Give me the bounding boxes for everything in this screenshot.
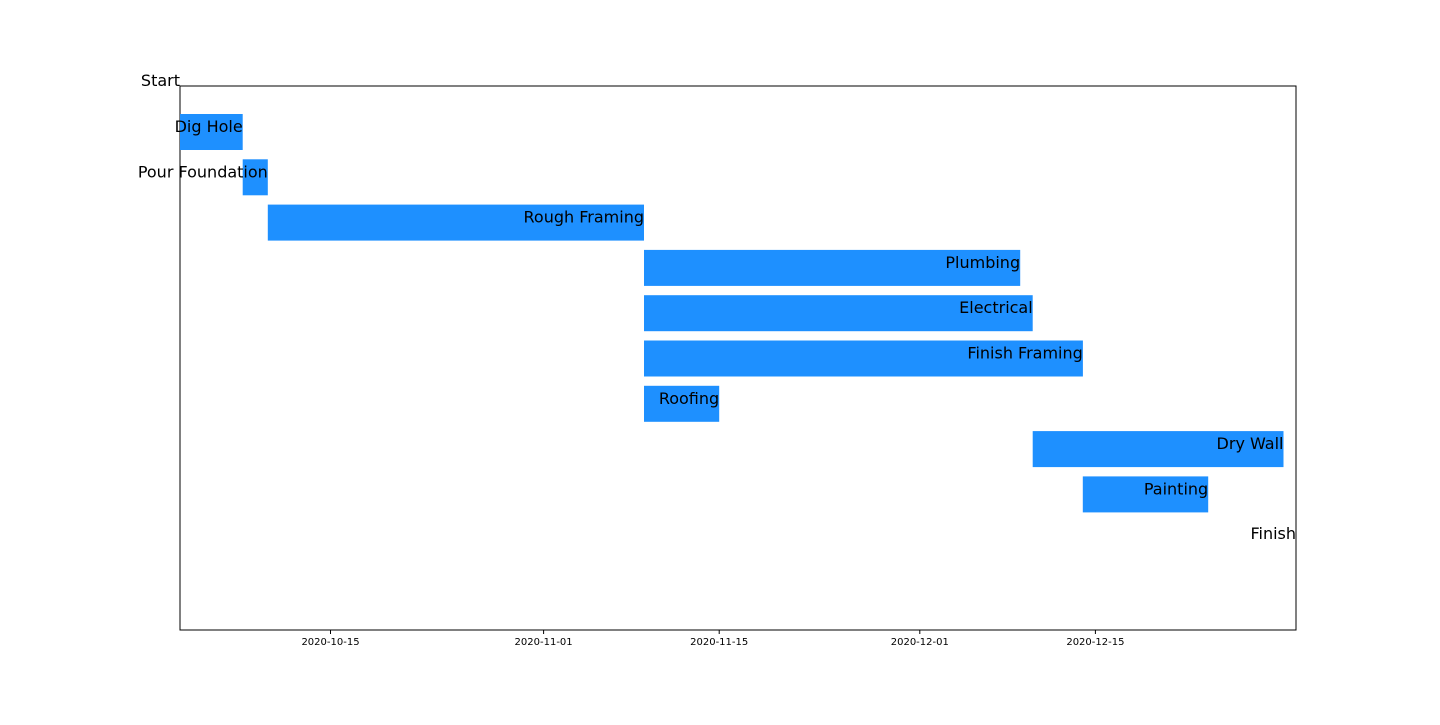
task-label-roofing: Roofing bbox=[659, 389, 719, 408]
labels-layer: Dig Hole Pour Foundation Rough Framing Plum… bbox=[138, 71, 1296, 543]
task-label-electrical: Electrical bbox=[959, 298, 1033, 317]
task-label-dry-wall: Dry Wall bbox=[1217, 434, 1284, 453]
x-tick-label: 2020-10-15 bbox=[301, 637, 359, 648]
task-bar-pour-foundation bbox=[242, 159, 268, 196]
task-bar-plumbing bbox=[644, 249, 1021, 286]
task-label-painting: Painting bbox=[1144, 479, 1208, 498]
x-tick-label: 2020-11-01 bbox=[515, 637, 573, 648]
task-label-dig-hole: Dig Hole bbox=[175, 117, 243, 136]
task-bar-roofing bbox=[644, 385, 720, 422]
task-label-rough-framing: Rough Framing bbox=[524, 208, 644, 227]
task-label-pour-foundation: Pour Foundation bbox=[138, 162, 268, 181]
x-axis: 2020-10-15 2020-11-01 2020-11-15 2020-12-01… bbox=[301, 630, 1124, 648]
milestone-label-start: Start bbox=[141, 71, 180, 90]
milestone-label-finish: Finish bbox=[1250, 524, 1296, 543]
task-bar-rough-framing bbox=[267, 204, 644, 241]
task-bar-finish-framing bbox=[644, 340, 1083, 377]
bars-layer bbox=[180, 114, 1284, 513]
x-tick-label: 2020-12-15 bbox=[1066, 637, 1124, 648]
task-bar-dig-hole bbox=[180, 114, 243, 150]
x-tick-label: 2020-11-15 bbox=[690, 637, 748, 648]
x-tick-label: 2020-12-01 bbox=[891, 637, 949, 648]
task-bar-dry-wall bbox=[1032, 431, 1284, 468]
task-label-finish-framing: Finish Framing bbox=[967, 344, 1082, 363]
task-label-plumbing: Plumbing bbox=[945, 253, 1020, 272]
task-bar-painting bbox=[1082, 476, 1209, 513]
task-bar-electrical bbox=[644, 295, 1033, 332]
